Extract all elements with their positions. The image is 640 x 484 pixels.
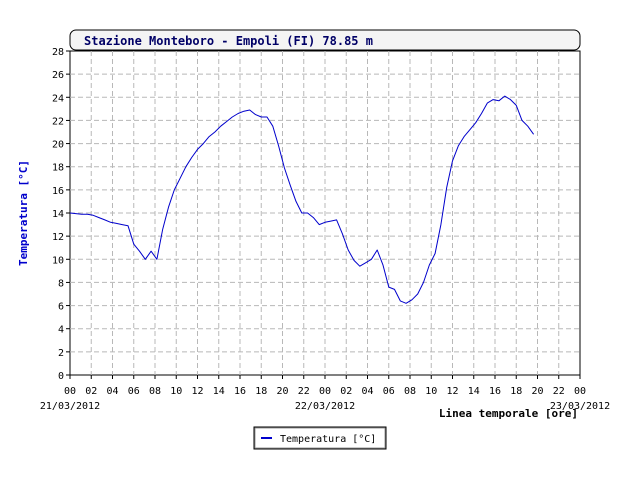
y-tick-label: 12 [52, 232, 64, 243]
chart-title: Stazione Monteboro - Empoli (FI) 78.85 m [84, 34, 373, 48]
x-tick-label: 12 [446, 386, 458, 397]
title-box [69, 29, 581, 51]
legend-box [253, 426, 387, 450]
x-tick-label: 14 [213, 386, 225, 397]
date-label: 21/03/2012 [40, 401, 100, 412]
x-axis-title: Linea temporale [ore] [439, 407, 578, 420]
legend: Temperatura [°C] [253, 426, 387, 450]
x-tick-label: 22 [298, 386, 310, 397]
x-tick-label: 18 [255, 386, 267, 397]
date-label: 22/03/2012 [295, 401, 355, 412]
x-tick-label: 08 [149, 386, 161, 397]
x-tick-label: 08 [404, 386, 416, 397]
x-tick-label: 02 [85, 386, 97, 397]
legend-label: Temperatura [°C] [280, 434, 376, 445]
y-tick-label: 24 [52, 93, 64, 104]
x-tick-label: 04 [106, 386, 118, 397]
y-tick-label: 26 [52, 70, 64, 81]
series-group [69, 95, 535, 304]
grid-lines [70, 51, 580, 375]
y-tick-label: 6 [58, 302, 64, 313]
y-tick-label: 4 [58, 325, 64, 336]
x-tick-label: 00 [574, 386, 586, 397]
y-tick-label: 16 [52, 186, 64, 197]
x-tick-label: 10 [170, 386, 182, 397]
y-tick-label: 0 [58, 371, 64, 382]
y-tick-label: 2 [58, 348, 64, 359]
x-tick-label: 18 [510, 386, 522, 397]
x-tick-label: 06 [383, 386, 395, 397]
x-tick-label: 10 [425, 386, 437, 397]
series-line-temperatura [69, 95, 535, 304]
y-tick-label: 14 [52, 209, 64, 220]
x-tick-label: 00 [64, 386, 76, 397]
x-tick-label: 20 [531, 386, 543, 397]
x-tick-label: 16 [489, 386, 501, 397]
y-tick-label: 28 [52, 47, 64, 58]
x-axis: 00 02 04 06 08 10 12 14 16 18 20 22 00 02 04 06 08 10 12 14… [64, 375, 586, 397]
x-tick-label: 02 [340, 386, 352, 397]
date-label: 23/03/2012 [550, 401, 610, 412]
x-tick-label: 16 [234, 386, 246, 397]
x-tick-label: 06 [128, 386, 140, 397]
y-tick-label: 10 [52, 255, 64, 266]
x-tick-label: 04 [361, 386, 373, 397]
y-axis-title: Temperatura [°C] [17, 160, 30, 266]
y-tick-label: 8 [58, 278, 64, 289]
y-tick-label: 20 [52, 140, 64, 151]
x-tick-label: 12 [191, 386, 203, 397]
date-labels: 21/03/2012 22/03/2012 23/03/2012 [40, 401, 610, 412]
y-tick-label: 22 [52, 116, 64, 127]
x-tick-label: 22 [553, 386, 565, 397]
x-tick-label: 14 [468, 386, 480, 397]
x-tick-label: 20 [276, 386, 288, 397]
x-tick-label: 00 [319, 386, 331, 397]
y-tick-label: 18 [52, 163, 64, 174]
